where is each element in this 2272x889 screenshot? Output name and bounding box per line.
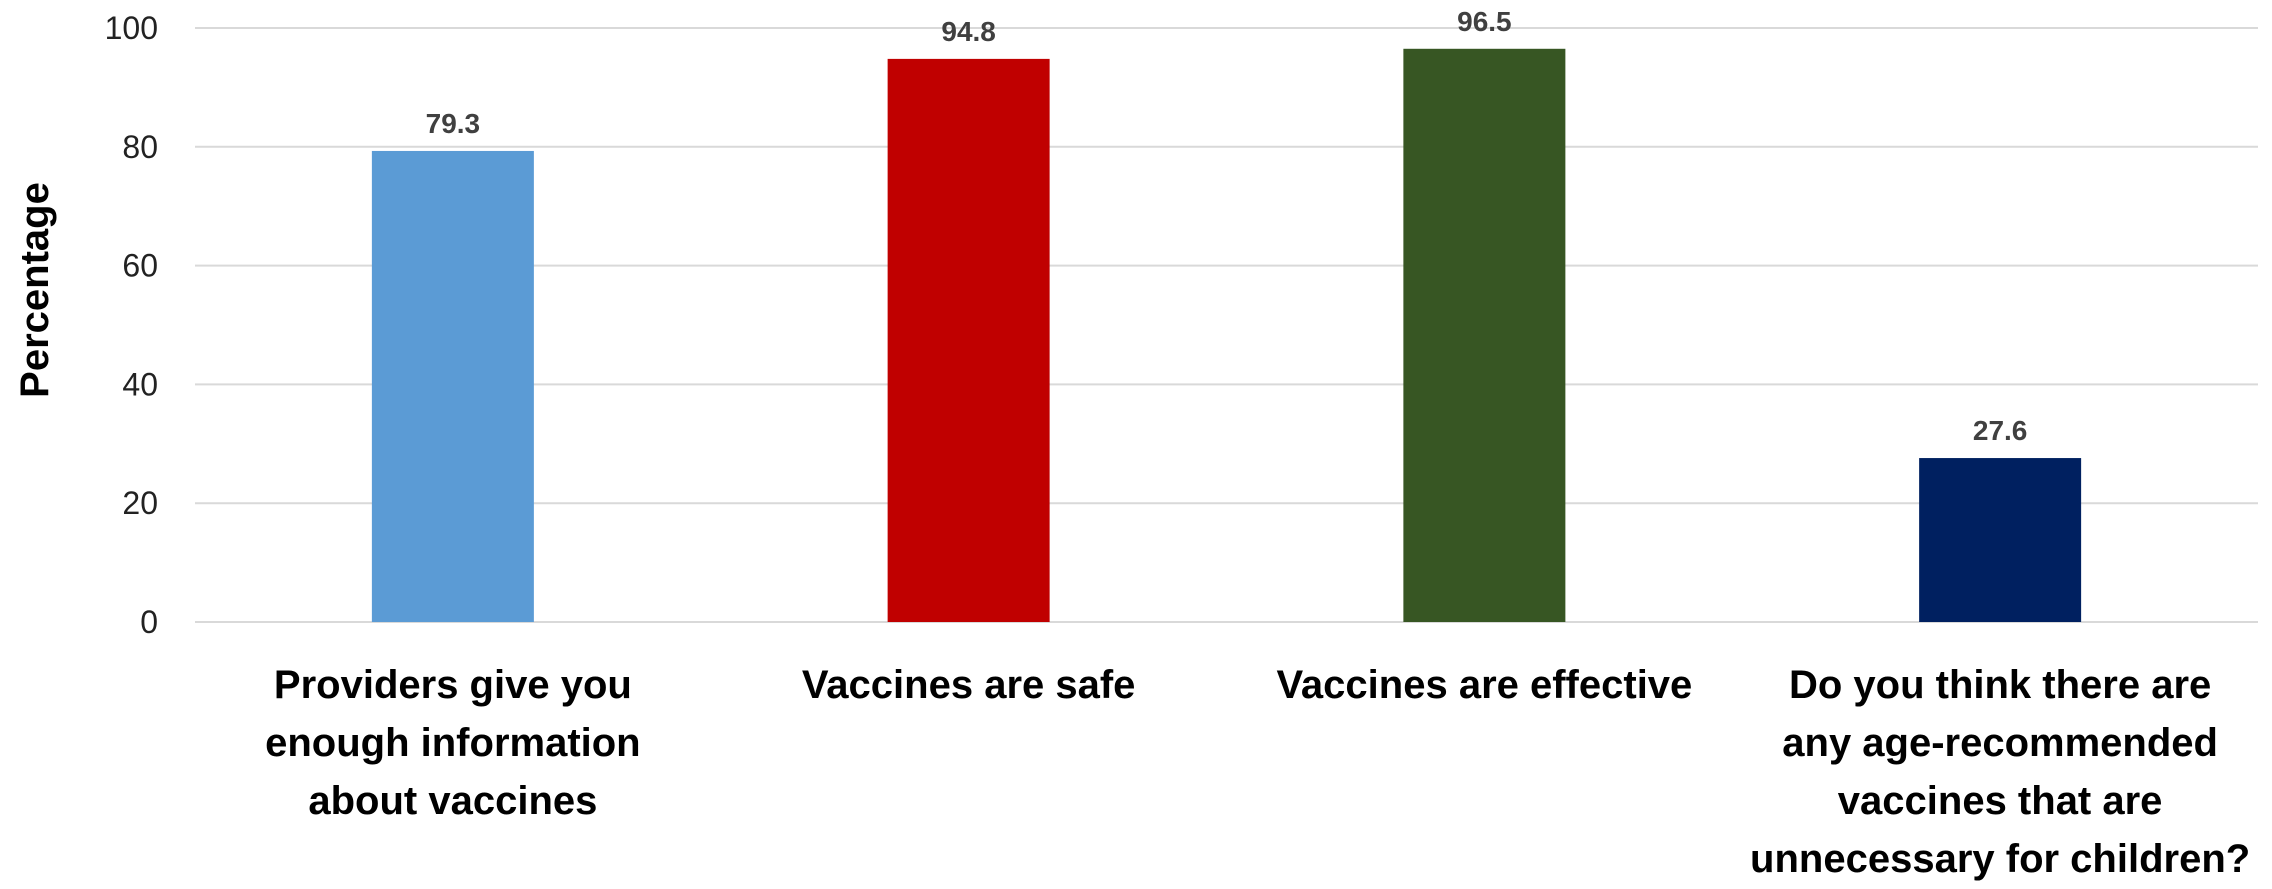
category-label: Do you think there are <box>1789 663 2211 707</box>
category-label: Vaccines are effective <box>1276 663 1692 707</box>
category-label: any age-recommended <box>1782 721 2218 765</box>
category-label: vaccines that are <box>1838 779 2163 823</box>
data-label: 79.3 <box>426 108 481 139</box>
data-labels: 79.3 94.8 96.5 27.6 <box>426 6 2028 446</box>
category-label: about vaccines <box>308 779 597 823</box>
bar <box>1919 458 2082 622</box>
category-labels: Providers give you enough information abou… <box>265 663 2250 881</box>
bar <box>887 58 1050 622</box>
category-label: unnecessary for children? <box>1750 837 2250 881</box>
y-tick-label: 40 <box>122 366 158 402</box>
y-axis-title: Percentage <box>13 182 57 398</box>
bar <box>1403 48 1566 623</box>
category-label: Vaccines are safe <box>802 663 1136 707</box>
y-tick-label: 60 <box>122 248 158 284</box>
data-label: 94.8 <box>941 16 996 47</box>
gridlines <box>195 27 2258 623</box>
y-tick-label: 0 <box>140 604 158 640</box>
data-label: 96.5 <box>1457 6 1512 37</box>
y-tick-label: 80 <box>122 129 158 165</box>
y-axis-ticks: 0 20 40 60 80 100 <box>105 10 158 640</box>
y-tick-label: 100 <box>105 10 158 46</box>
category-label: enough information <box>265 721 641 765</box>
category-label: Providers give you <box>274 663 632 707</box>
y-tick-label: 20 <box>122 485 158 521</box>
data-label: 27.6 <box>1973 415 2028 446</box>
bar <box>371 150 534 622</box>
bars <box>371 48 2082 623</box>
